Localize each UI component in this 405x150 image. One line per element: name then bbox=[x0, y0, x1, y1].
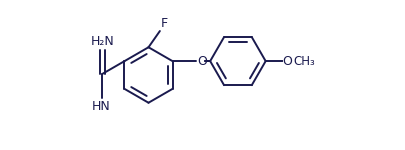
Text: H₂N: H₂N bbox=[90, 35, 114, 48]
Text: CH₃: CH₃ bbox=[293, 55, 315, 68]
Text: F: F bbox=[161, 17, 168, 30]
Text: O: O bbox=[283, 55, 292, 68]
Text: O: O bbox=[197, 55, 207, 68]
Text: HN: HN bbox=[92, 100, 111, 113]
